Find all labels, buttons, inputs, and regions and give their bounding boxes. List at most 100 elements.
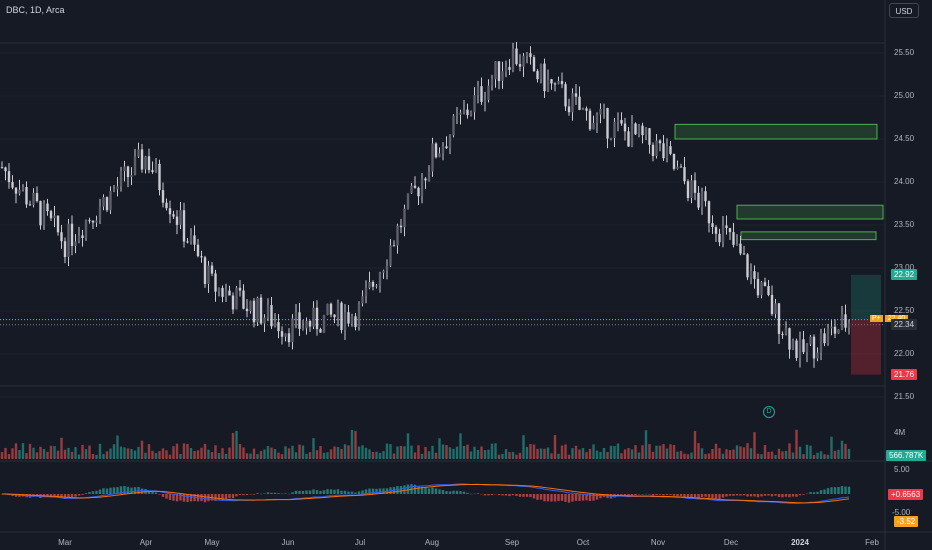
candle-body xyxy=(613,121,616,138)
macd-histogram-bar xyxy=(130,487,133,494)
candle-body xyxy=(263,317,266,324)
candle-body xyxy=(550,79,553,84)
macd-histogram-bar xyxy=(74,494,77,497)
candle-body xyxy=(95,220,98,223)
macd-histogram-bar xyxy=(805,493,809,495)
volume-bar xyxy=(336,447,340,459)
volume-bar xyxy=(256,454,259,459)
volume-bar xyxy=(557,453,560,459)
macd-histogram-bar xyxy=(228,494,231,499)
candle-body xyxy=(417,187,420,197)
macd-histogram-bar xyxy=(49,494,53,497)
macd-histogram-bar xyxy=(532,494,536,499)
volume-bar xyxy=(154,453,158,459)
volume-bar xyxy=(560,445,564,459)
candle-body xyxy=(385,265,389,271)
macd-histogram-bar xyxy=(368,488,371,494)
macd-histogram-bar xyxy=(287,493,291,495)
price-axis-label: 24.00 xyxy=(894,177,915,186)
macd-histogram-bar xyxy=(707,494,711,498)
volume-bar xyxy=(781,451,784,459)
macd-histogram-bar xyxy=(819,490,823,494)
macd-histogram-bar xyxy=(336,489,340,494)
volume-bar xyxy=(434,452,438,459)
macd-histogram-bar xyxy=(693,494,697,498)
macd-axis-top: 5.00 xyxy=(894,465,910,474)
volume-bar xyxy=(791,452,795,459)
time-axis-label: May xyxy=(204,538,220,547)
volume-bar xyxy=(476,449,480,459)
volume-bar xyxy=(60,437,63,459)
macd-histogram-bar xyxy=(270,492,273,494)
candle-body xyxy=(0,167,4,169)
volume-bar xyxy=(749,448,753,459)
volume-bar xyxy=(196,450,200,459)
signal-line xyxy=(1,483,850,504)
price-axis-label: 23.00 xyxy=(894,263,915,272)
time-axis-label: Oct xyxy=(576,538,590,547)
macd-histogram-bar xyxy=(812,492,816,494)
volume-bar xyxy=(91,453,95,459)
volume-bar xyxy=(690,452,693,459)
volume-bar xyxy=(175,443,179,459)
candle-body xyxy=(371,281,375,287)
currency-button[interactable]: USD xyxy=(889,3,919,18)
symbol-label[interactable]: DBC, 1D, Arca xyxy=(6,5,65,15)
macd-histogram-bar xyxy=(494,494,497,495)
volume-bar xyxy=(448,447,452,459)
candle-body xyxy=(11,182,14,188)
macd-histogram-bar xyxy=(476,493,480,494)
volume-bar xyxy=(119,446,123,459)
volume-bar xyxy=(56,450,60,459)
dividend-icon[interactable]: D xyxy=(763,406,775,418)
volume-bar xyxy=(392,453,396,459)
volume-bar xyxy=(88,445,91,459)
volume-bar xyxy=(623,449,627,459)
candle-body xyxy=(564,84,567,107)
candle-body xyxy=(291,318,294,343)
candle-body xyxy=(711,223,714,228)
candle-body xyxy=(245,308,249,312)
volume-bar xyxy=(210,452,214,459)
macd-histogram-bar xyxy=(399,486,403,494)
macd-histogram-bar xyxy=(242,494,245,496)
macd-histogram-bar xyxy=(637,494,641,495)
candle-body xyxy=(63,241,67,258)
candle-body xyxy=(319,329,322,333)
macd-histogram-bar xyxy=(679,494,683,496)
candle-body xyxy=(382,270,385,273)
volume-bar xyxy=(770,451,774,459)
candle-body xyxy=(567,106,571,113)
macd-histogram-bar xyxy=(774,494,777,496)
candle-body xyxy=(805,344,809,353)
macd-histogram-bar xyxy=(273,492,277,494)
macd-value-tag: +0.6563 xyxy=(888,489,924,500)
macd-histogram-bar xyxy=(165,494,168,499)
macd-histogram-bar xyxy=(665,494,669,495)
candle-body xyxy=(406,193,410,209)
candle-body xyxy=(252,300,256,323)
candle-body xyxy=(77,235,81,242)
candle-body xyxy=(375,285,378,287)
macd-histogram-bar xyxy=(732,494,735,496)
candle-body xyxy=(18,189,21,194)
candle-body xyxy=(553,83,557,85)
candle-body xyxy=(763,282,767,287)
candle-body xyxy=(102,197,105,207)
macd-histogram-bar xyxy=(249,494,252,495)
candle-body xyxy=(438,153,441,158)
macd-histogram-bar xyxy=(837,487,840,494)
macd-histogram-bar xyxy=(560,494,564,501)
volume-bar xyxy=(739,446,742,459)
macd-histogram-bar xyxy=(256,493,259,494)
macd-histogram-bar xyxy=(546,494,550,502)
volume-bar xyxy=(613,446,616,459)
candle-body xyxy=(214,273,217,292)
macd-histogram-bar xyxy=(186,494,189,503)
macd-histogram-bar xyxy=(490,494,494,496)
candle-body xyxy=(154,163,158,173)
volume-bar xyxy=(753,432,756,459)
candle-body xyxy=(623,123,627,132)
